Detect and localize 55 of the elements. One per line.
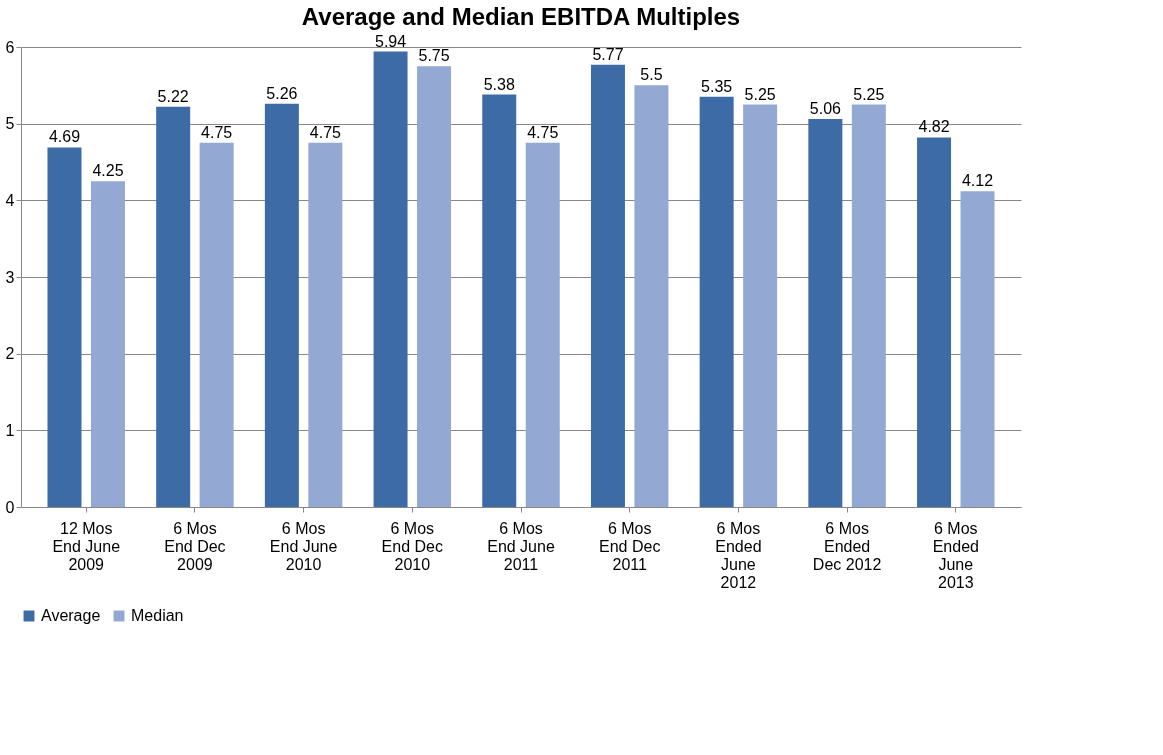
data-label: 4.75 <box>309 123 342 141</box>
bar <box>156 106 191 507</box>
bar <box>851 104 886 507</box>
x-tick-label: 6 Mos End Dec 2009 <box>164 519 226 573</box>
y-tick-label: 0 <box>5 498 15 516</box>
y-tick-label: 6 <box>5 38 15 56</box>
x-tick-label: 6 Mos End Dec 2011 <box>599 519 661 573</box>
data-label: 4.25 <box>92 162 124 180</box>
bar <box>808 119 843 507</box>
bar <box>590 64 625 507</box>
y-tick-label: 3 <box>5 268 15 286</box>
y-tick-label: 1 <box>5 421 15 439</box>
x-tick-label: 6 Mos End Dec 2010 <box>381 519 443 573</box>
bar <box>47 147 82 507</box>
x-tick-label: 6 Mos Ended June 2012 <box>715 519 762 591</box>
data-label: 5.06 <box>809 100 842 118</box>
data-label: 5.5 <box>640 66 663 84</box>
data-label: 5.75 <box>418 47 450 65</box>
data-label: 5.77 <box>592 45 624 63</box>
bar <box>264 103 299 507</box>
legend-label: Average <box>41 607 101 624</box>
bar <box>699 96 734 507</box>
data-label: 4.75 <box>201 123 233 141</box>
data-label: 4.82 <box>918 118 950 136</box>
bar <box>373 51 408 507</box>
data-label: 5.38 <box>483 75 515 93</box>
data-label: 5.25 <box>853 85 885 103</box>
y-tick-label: 5 <box>5 115 15 133</box>
bar <box>199 142 234 507</box>
x-tick-label: 6 Mos Ended Dec 2012 <box>812 519 882 573</box>
x-tick-label: 6 Mos End June 2011 <box>487 519 555 573</box>
data-label: 5.22 <box>157 87 189 105</box>
bar <box>525 142 560 507</box>
x-tick-label: 6 Mos Ended June 2013 <box>932 519 979 591</box>
x-tick-label: 6 Mos End June 2010 <box>269 519 338 573</box>
bar <box>917 137 952 507</box>
bar <box>634 85 669 507</box>
data-label: 4.12 <box>961 172 994 190</box>
data-label: 5.26 <box>266 84 298 102</box>
y-tick-label: 4 <box>5 191 15 209</box>
bar <box>482 94 517 507</box>
y-tick-label: 2 <box>5 345 15 363</box>
bar <box>960 191 995 507</box>
bar <box>308 142 343 507</box>
bar <box>743 104 778 507</box>
legend-label: Median <box>131 607 184 624</box>
chart-title: Average and Median EBITDA Multiples <box>301 2 741 30</box>
data-label: 5.94 <box>374 32 407 50</box>
bar <box>90 181 125 507</box>
data-label: 4.69 <box>48 128 81 146</box>
bar <box>417 66 452 507</box>
data-label: 5.25 <box>744 85 776 103</box>
x-tick-label: 12 Mos End June 2009 <box>52 519 121 573</box>
data-label: 4.75 <box>527 123 559 141</box>
data-label: 5.35 <box>701 77 733 95</box>
